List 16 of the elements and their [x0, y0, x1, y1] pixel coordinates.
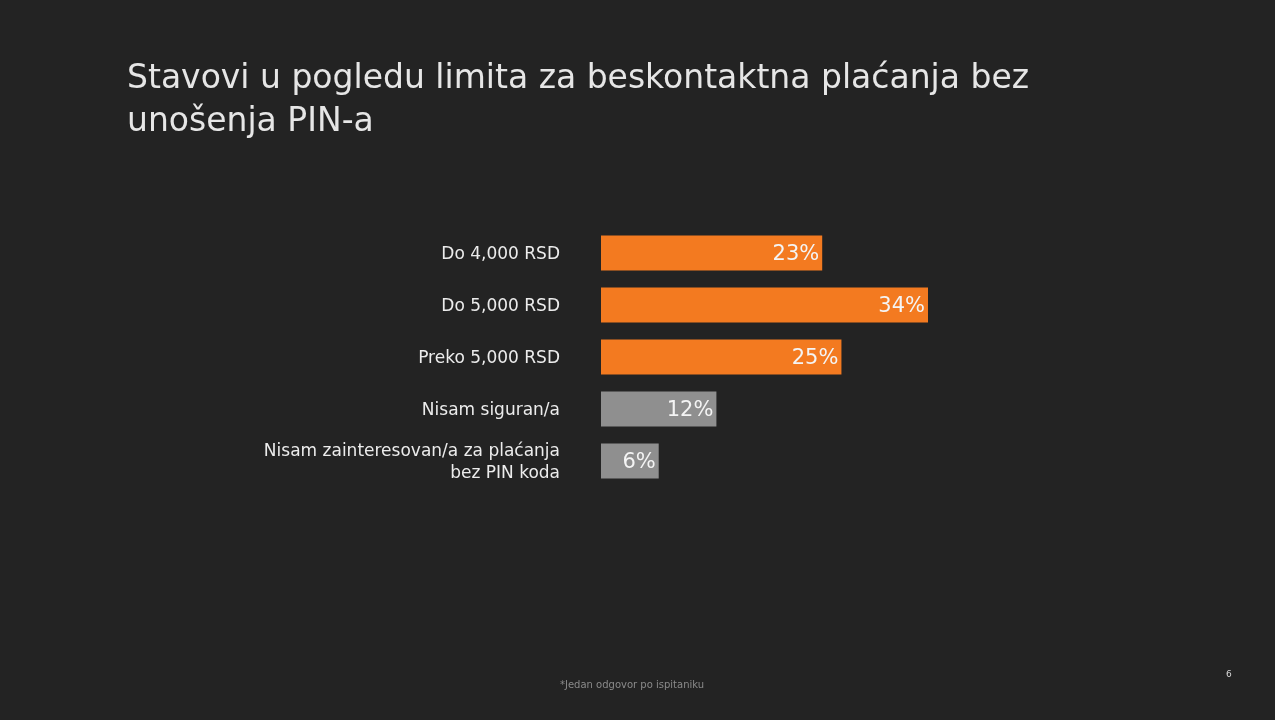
data-label: 34% — [878, 293, 925, 317]
y-tick-label: Do 5,000 RSD — [441, 294, 560, 315]
y-tick-label: Nisam siguran/a — [421, 398, 560, 419]
data-label: 6% — [622, 449, 656, 473]
y-tick-label: Nisam zainteresovan/a za plaćanja bez PIN koda — [263, 439, 560, 482]
y-tick-label: Do 4,000 RSD — [441, 242, 560, 263]
bar — [601, 287, 928, 323]
chart-title: Stavovi u pogledu limita za beskontaktna plaćanja bez unošenja PIN-a — [127, 57, 1030, 139]
bar — [601, 339, 842, 375]
text: 6 — [1226, 669, 1232, 679]
data-label: 12% — [666, 397, 714, 421]
data-label: 25% — [791, 345, 839, 369]
data-label: 23% — [772, 241, 820, 265]
bar — [601, 235, 823, 271]
text: *Jedan odgovor po ispitaniku — [560, 679, 705, 690]
y-tick-label: Preko 5,000 RSD — [418, 346, 560, 367]
